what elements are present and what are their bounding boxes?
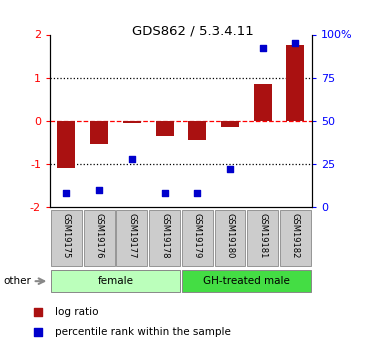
- Bar: [286, 45, 305, 121]
- Text: GSM19175: GSM19175: [62, 214, 71, 259]
- Text: GSM19179: GSM19179: [193, 214, 202, 259]
- Text: log ratio: log ratio: [55, 307, 99, 317]
- Point: [227, 166, 233, 172]
- Bar: [57, 121, 75, 168]
- Point: [35, 330, 41, 335]
- Bar: [182, 270, 311, 292]
- Point: [260, 46, 266, 51]
- Text: percentile rank within the sample: percentile rank within the sample: [55, 327, 231, 337]
- Bar: [51, 270, 180, 292]
- Bar: [123, 121, 141, 123]
- Bar: [215, 210, 245, 266]
- Bar: [149, 210, 180, 266]
- Bar: [182, 210, 213, 266]
- Text: female: female: [97, 276, 134, 286]
- Bar: [117, 210, 147, 266]
- Bar: [156, 121, 174, 136]
- Point: [129, 156, 135, 161]
- Text: GDS862 / 5.3.4.11: GDS862 / 5.3.4.11: [132, 24, 253, 37]
- Point: [162, 190, 168, 196]
- Point: [293, 40, 299, 46]
- Bar: [254, 84, 272, 121]
- Bar: [248, 210, 278, 266]
- Text: GSM19177: GSM19177: [127, 214, 136, 259]
- Point: [194, 190, 200, 196]
- Text: GSM19181: GSM19181: [258, 214, 267, 259]
- Text: GSM19176: GSM19176: [95, 214, 104, 259]
- Text: other: other: [4, 276, 32, 286]
- Text: GSM19182: GSM19182: [291, 214, 300, 259]
- Bar: [188, 121, 206, 140]
- Point: [96, 187, 102, 193]
- Text: GSM19180: GSM19180: [226, 214, 234, 259]
- Bar: [221, 121, 239, 127]
- Point: [63, 190, 70, 196]
- Bar: [90, 121, 108, 145]
- Text: GH-treated male: GH-treated male: [203, 276, 290, 286]
- Bar: [51, 210, 82, 266]
- Bar: [280, 210, 311, 266]
- Text: GSM19178: GSM19178: [160, 214, 169, 259]
- Point: [35, 309, 41, 315]
- Bar: [84, 210, 114, 266]
